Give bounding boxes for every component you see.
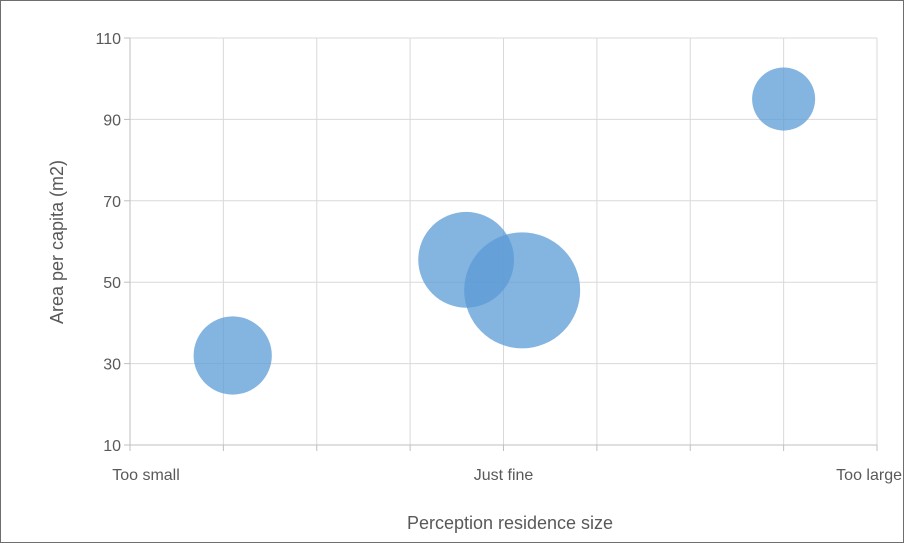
axes	[124, 37, 878, 451]
x-tick-label: Too large	[836, 467, 902, 484]
bubble-point	[464, 232, 581, 349]
y-tick-label: 30	[103, 357, 121, 374]
x-tick-label: Just fine	[474, 467, 534, 484]
tick-labels: 10 30 50 70 90 110 Too small Just fine Too large	[95, 31, 902, 484]
y-tick-label: 110	[95, 31, 121, 48]
bubble-point	[752, 67, 816, 131]
y-axis-title: Area per capita (m2)	[47, 160, 67, 324]
y-tick-label: 90	[103, 112, 121, 129]
y-tick-label: 10	[103, 438, 121, 455]
bubble-series	[193, 67, 816, 395]
y-tick-label: 50	[103, 275, 121, 292]
x-tick-label: Too small	[112, 467, 180, 484]
bubble-point	[193, 316, 272, 395]
y-tick-label: 70	[103, 194, 121, 211]
x-axis-title: Perception residence size	[407, 513, 613, 533]
